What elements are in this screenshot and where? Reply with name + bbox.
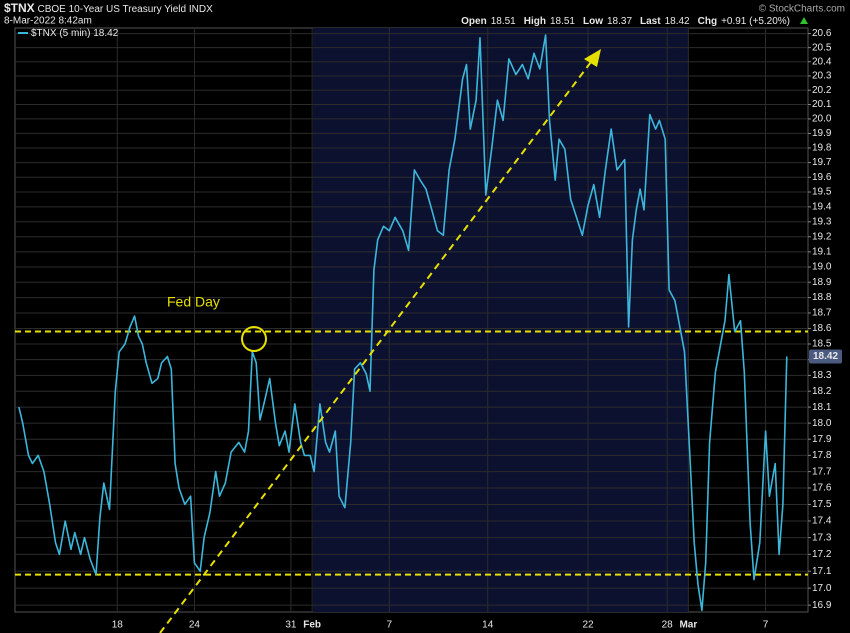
y-tick-label: 20.4 [812, 56, 832, 67]
y-tick-label: 18.9 [812, 277, 832, 288]
exchange: INDX [189, 4, 213, 15]
header-title: $TNX CBOE 10-Year US Treasury Yield INDX [4, 1, 213, 15]
y-tick-label: 19.9 [812, 128, 832, 139]
y-tick-label: 19.7 [812, 157, 832, 168]
y-tick-label: 20.0 [812, 114, 832, 125]
copyright: © StockCharts.com [759, 4, 845, 15]
y-tick-label: 18.8 [812, 292, 832, 303]
y-tick-label: 17.7 [812, 466, 832, 477]
quote-value: 18.42 [665, 16, 690, 27]
y-tick-label: 18.0 [812, 418, 832, 429]
x-tick-label: 14 [482, 620, 494, 631]
title: CBOE 10-Year US Treasury Yield [37, 4, 186, 15]
x-tick-label: 7 [387, 620, 393, 631]
trend-arrowhead [584, 49, 601, 67]
quote-value: +0.91 (+5.20%) [721, 16, 790, 27]
y-tick-label: 20.2 [812, 85, 832, 96]
legend-value: 18.42 [93, 28, 118, 39]
annotation: Fed Day [167, 294, 220, 310]
symbol: $TNX [4, 1, 35, 15]
last-price-label: 18.42 [813, 351, 838, 362]
x-tick-label: 31 [285, 620, 297, 631]
quote-value: 18.51 [491, 16, 516, 27]
x-tick-label: 28 [662, 620, 674, 631]
x-tick-label: Feb [303, 620, 321, 631]
y-tick-label: 20.5 [812, 42, 832, 53]
up-arrow [800, 17, 808, 24]
quote-label: Chg [698, 16, 717, 27]
y-tick-label: 20.6 [812, 28, 832, 39]
y-tick-label: 18.2 [812, 386, 832, 397]
y-tick-label: 19.5 [812, 187, 832, 198]
y-tick-label: 19.0 [812, 262, 832, 273]
last-price-tag [809, 349, 842, 364]
y-tick-label: 17.6 [812, 483, 832, 494]
x-tick-label: 22 [582, 620, 594, 631]
x-tick-label: Mar [679, 620, 697, 631]
quote: Open 18.51 High 18.51 Low 18.37 Last 18.42 Chg +0… [461, 16, 790, 27]
quote-value: 18.37 [607, 16, 632, 27]
month-shading [313, 28, 688, 612]
y-tick-label: 17.5 [812, 499, 832, 510]
trend-line [159, 57, 595, 633]
y-tick-label: 19.4 [812, 202, 832, 213]
y-tick-label: 18.3 [812, 370, 832, 381]
y-tick-label: 16.9 [812, 600, 832, 611]
marks [15, 34, 808, 612]
y-tick-label: 20.3 [812, 71, 832, 82]
legend-name: $TNX (5 min) [31, 28, 90, 39]
price-line [18, 34, 788, 612]
y-tick-label: 19.6 [812, 172, 832, 183]
x-tick-label: 7 [763, 620, 769, 631]
y-tick-label: 17.8 [812, 450, 832, 461]
y-tick-label: 19.1 [812, 247, 832, 258]
quote-label: High [524, 16, 546, 27]
x-tick-label: 18 [112, 620, 124, 631]
legend: $TNX (5 min) 18.42 [31, 28, 119, 39]
y-tick-label: 17.2 [812, 549, 832, 560]
quote-label: Open [461, 16, 487, 27]
y-tick-label: 18.1 [812, 402, 832, 413]
y-tick-label: 18.6 [812, 323, 832, 334]
fed-day-circle [241, 326, 267, 352]
quote-value: 18.51 [550, 16, 575, 27]
grid [15, 28, 808, 612]
y-tick-label: 17.3 [812, 532, 832, 543]
y-tick-label: 19.8 [812, 143, 832, 154]
quote-label: Last [640, 16, 661, 27]
y-tick-label: 17.1 [812, 566, 832, 577]
x-tick-label: 24 [189, 620, 201, 631]
y-tick-label: 19.3 [812, 216, 832, 227]
date: 8-Mar-2022 8:42am [4, 16, 92, 27]
y-tick-label: 18.5 [812, 339, 832, 350]
y-tick-label: 18.7 [812, 308, 832, 319]
quote-label: Low [583, 16, 603, 27]
y-tick-label: 20.1 [812, 99, 832, 110]
y-tick-label: 19.2 [812, 231, 832, 242]
y-tick-label: 17.0 [812, 583, 832, 594]
y-tick-label: 17.4 [812, 516, 832, 527]
y-tick-label: 17.9 [812, 434, 832, 445]
